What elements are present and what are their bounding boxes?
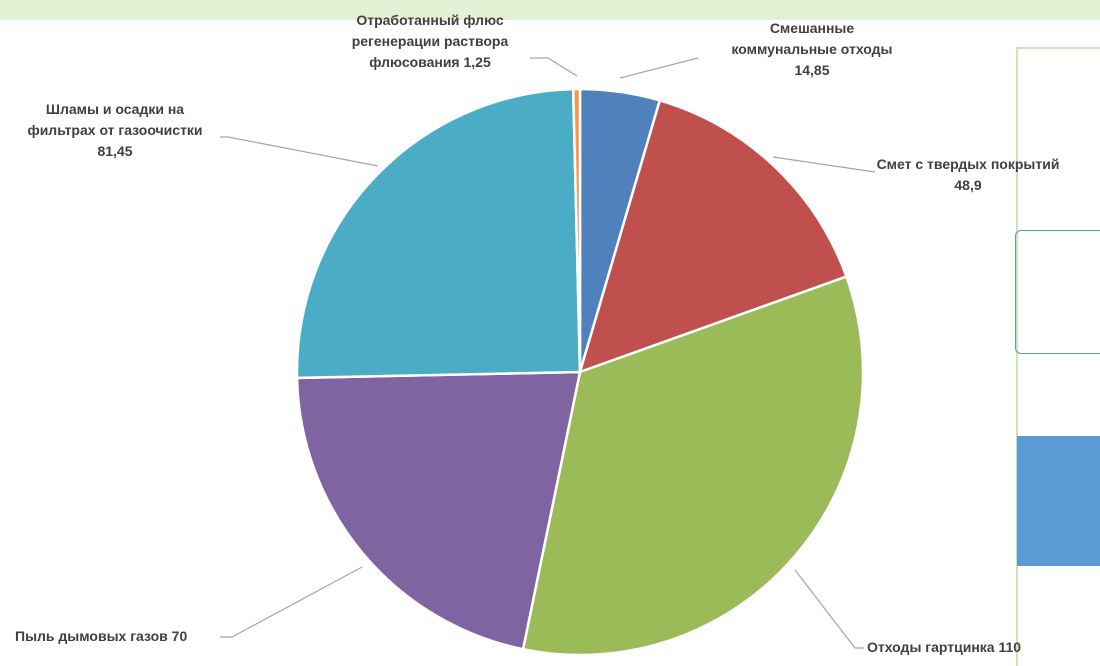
leader-line (220, 566, 363, 638)
data-label-line: регенерации раствора (352, 33, 509, 49)
pie-slice (578, 98, 849, 375)
data-label-line: Пыль дымовых газов 70 (15, 628, 187, 644)
data-label-line: Смешанные (770, 20, 855, 36)
top-decorative-band (0, 0, 1100, 20)
leader-line (619, 57, 699, 79)
data-label-line: 48,9 (954, 177, 981, 193)
data-label-line: Смет с твердых покрытий (877, 156, 1060, 172)
data-label: Смет с твердых покрытий 48,9 (877, 156, 1060, 193)
pie-slice (295, 370, 582, 651)
data-label-line: 14,85 (794, 62, 829, 78)
data-label: Смешанные коммунальные отходы 14,85 (731, 20, 892, 78)
leader-line (794, 569, 864, 649)
data-label-line: 81,45 (97, 143, 132, 159)
pie-slice (295, 87, 582, 380)
data-label-line: коммунальные отходы (731, 41, 892, 57)
data-label-line: Отходы гартцинка 110 (867, 639, 1021, 655)
leader-line (530, 57, 578, 77)
data-label-line: фильтрах от газоочистки (27, 122, 202, 138)
leader-line (220, 136, 379, 167)
leader-line (772, 156, 876, 173)
data-label: Отходы гартцинка 110 (867, 639, 1021, 655)
data-label: Пыль дымовых газов 70 (15, 628, 187, 644)
pie-slice (521, 275, 865, 657)
data-label: Шламы и осадки на фильтрах от газоочистки… (27, 101, 202, 159)
data-label-line: Шламы и осадки на (46, 101, 184, 117)
data-label-line: флюсования 1,25 (369, 54, 491, 70)
pie-slice (571, 87, 582, 373)
data-label: Отработанный флюс регенерации раствора флю… (352, 12, 509, 70)
panel-outline-box (1015, 230, 1100, 354)
data-label-line: Отработанный флюс (356, 12, 504, 28)
panel-filled-box (1017, 436, 1100, 566)
